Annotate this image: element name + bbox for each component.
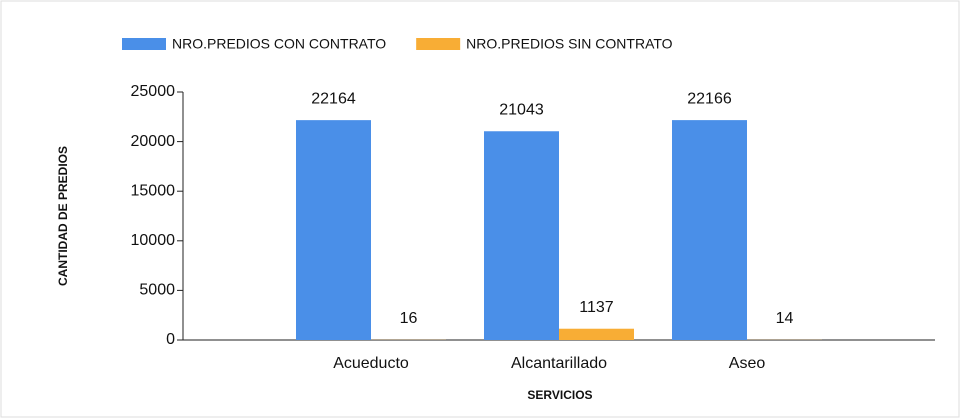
bar <box>672 120 747 340</box>
bar <box>296 120 371 340</box>
value-label: 14 <box>776 310 794 327</box>
y-tick-label: 15000 <box>131 182 176 199</box>
value-label: 16 <box>400 310 418 327</box>
legend-label: NRO.PREDIOS SIN CONTRATO <box>466 36 673 52</box>
bar <box>484 131 559 340</box>
y-tick-label: 20000 <box>131 133 176 150</box>
y-tick-label: 0 <box>166 331 175 348</box>
value-label: 22166 <box>687 90 732 107</box>
y-tick-label: 25000 <box>131 83 176 100</box>
y-axis-label: CANTIDAD DE PREDIOS <box>56 146 70 286</box>
x-axis-label: SERVICIOS <box>527 388 592 402</box>
y-tick-label: 10000 <box>131 232 176 249</box>
y-tick-label: 5000 <box>139 282 175 299</box>
legend-swatch <box>416 38 461 50</box>
x-tick-label: Acueducto <box>333 355 409 372</box>
x-tick-label: Aseo <box>729 355 766 372</box>
value-label: 22164 <box>311 90 356 107</box>
value-label: 1137 <box>579 299 614 316</box>
value-label: 21043 <box>499 101 544 118</box>
legend-swatch <box>122 38 166 50</box>
bar <box>559 328 634 340</box>
legend-label: NRO.PREDIOS CON CONTRATO <box>172 36 386 52</box>
x-tick-label: Alcantarillado <box>511 355 607 372</box>
